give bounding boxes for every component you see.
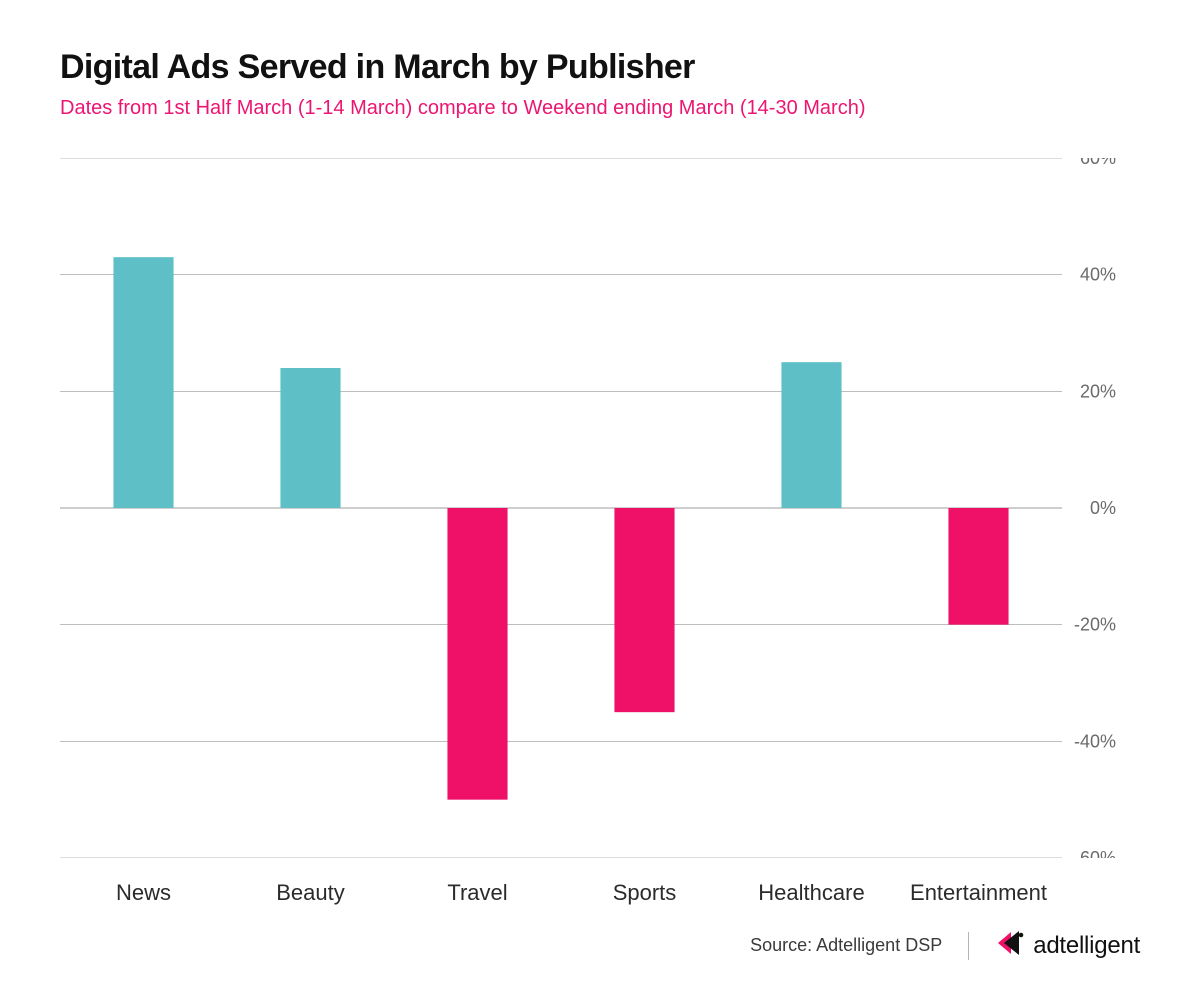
y-tick-label: -20% <box>1074 615 1116 635</box>
category-label: News <box>60 880 227 906</box>
bar <box>113 257 173 508</box>
adtelligent-logo-icon <box>995 929 1025 962</box>
bar <box>447 508 507 800</box>
brand-block: adtelligent <box>995 929 1140 962</box>
source-attribution: Source: Adtelligent DSP <box>750 935 942 956</box>
category-label: Entertainment <box>895 880 1062 906</box>
category-label: Beauty <box>227 880 394 906</box>
bar <box>280 368 340 508</box>
bar <box>614 508 674 712</box>
category-label: Sports <box>561 880 728 906</box>
y-tick-label: -60% <box>1074 848 1116 858</box>
chart-footer: Source: Adtelligent DSP adtelligent <box>750 929 1140 962</box>
y-tick-label: 60% <box>1080 158 1116 168</box>
chart-subtitle: Dates from 1st Half March (1-14 March) c… <box>60 97 1140 120</box>
category-labels-row: NewsBeautyTravelSportsHealthcareEntertai… <box>60 880 1062 930</box>
chart-title: Digital Ads Served in March by Publisher <box>60 48 1140 87</box>
footer-separator <box>968 932 969 960</box>
brand-name: adtelligent <box>1033 932 1140 960</box>
y-tick-label: -40% <box>1074 731 1116 751</box>
bar-chart-svg: 60% 40% 20% 0% -20% -40% -60% <box>60 158 1120 858</box>
bar <box>948 508 1008 625</box>
y-tick-label: 0% <box>1090 498 1116 518</box>
adtelligent-logo-svg <box>995 929 1025 957</box>
bar <box>781 362 841 508</box>
chart-container: Digital Ads Served in March by Publisher… <box>0 0 1200 1000</box>
category-label: Healthcare <box>728 880 895 906</box>
plot-area: 60% 40% 20% 0% -20% -40% -60% NewsBeautyTravel… <box>60 158 1140 930</box>
y-tick-label: 40% <box>1080 265 1116 285</box>
y-tick-label: 20% <box>1080 381 1116 401</box>
category-label: Travel <box>394 880 561 906</box>
